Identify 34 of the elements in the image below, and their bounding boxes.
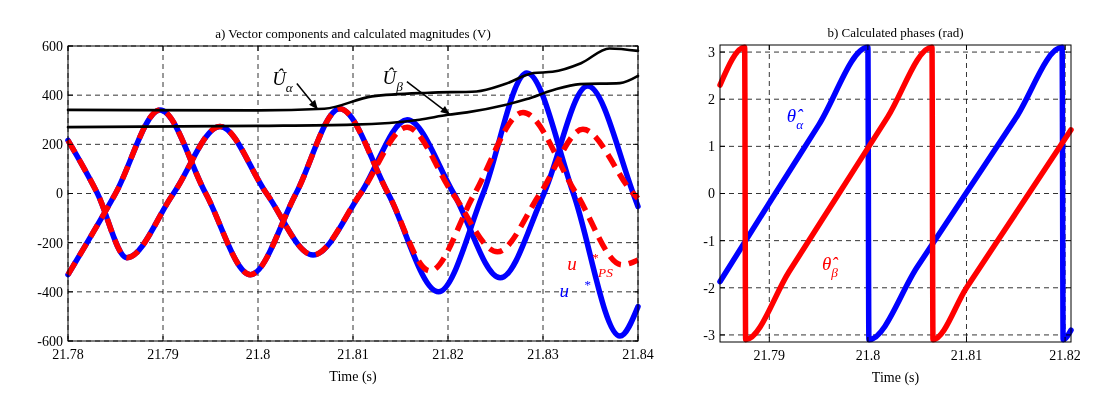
annotation: Û$_{α}$ [272, 68, 294, 95]
x-tick-label: 21.81 [337, 347, 369, 362]
x-tick-label: 21.84 [622, 347, 654, 362]
x-tick-label: 21.82 [432, 347, 464, 362]
series-label: u⃗$^{*}$ [559, 276, 591, 302]
y-tick-label: -1 [703, 233, 715, 249]
y-tick-label: -400 [37, 284, 63, 300]
y-tick-label: 200 [42, 137, 63, 153]
y-tick-label: -200 [37, 235, 63, 251]
x-tick-label: 21.83 [527, 347, 559, 362]
y-tick-label: 400 [42, 88, 63, 104]
x-tick-label: 21.79 [753, 348, 786, 363]
y-tick-label: 0 [708, 186, 715, 202]
series-label: θ̂$_{β}$ [822, 253, 840, 280]
y-tick-label: 0 [56, 186, 63, 202]
x-axis-title: Time (s) [871, 370, 920, 386]
x-tick-label: 21.79 [147, 347, 179, 362]
y-tick-label: 600 [42, 38, 63, 54]
y-tick-label: -2 [703, 280, 715, 296]
x-axis-title: Time (s) [329, 369, 377, 385]
y-tick-label: 3 [708, 44, 715, 60]
y-tick-label: 2 [708, 92, 715, 108]
y-tick-label: 1 [708, 139, 715, 155]
y-tick-label: -600 [37, 333, 63, 349]
x-tick-label: 21.78 [52, 347, 84, 362]
chart-title: b) Calculated phases (rad) [827, 25, 964, 40]
x-tick-label: 21.81 [950, 348, 983, 363]
chart-title: a) Vector components and calculated magnitudes (V) [215, 26, 491, 41]
x-tick-label: 21.8 [245, 347, 271, 362]
x-tick-label: 21.8 [855, 348, 881, 363]
y-tick-label: -3 [703, 327, 715, 343]
x-tick-label: 21.82 [1049, 348, 1081, 363]
series-label: θ̂$_{α}$ [786, 105, 805, 132]
annotation: Û$_{β}$ [382, 66, 404, 94]
